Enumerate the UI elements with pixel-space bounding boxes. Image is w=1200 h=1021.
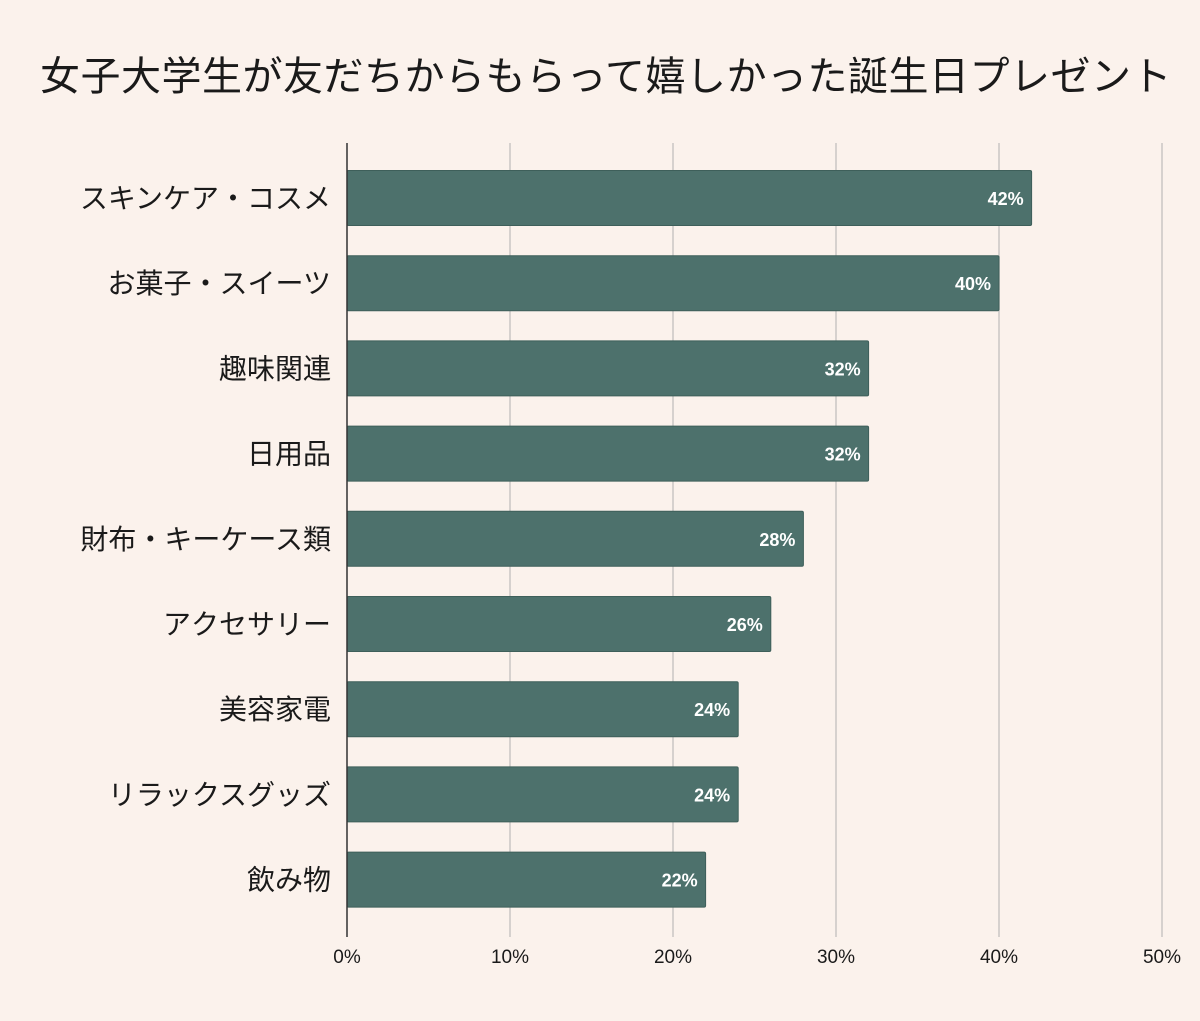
chart-title: 女子大学生が友だちからもらって嬉しかった誕生日プレゼント bbox=[40, 54, 1172, 100]
bar bbox=[346, 681, 739, 738]
bar-value-label: 24% bbox=[694, 700, 730, 720]
category-label: 日用品 bbox=[247, 438, 331, 471]
labels: 0% 10% 20% 30% 40% 50% 42% スキンケア・コスメ 40% お菓子・スイーツ… bbox=[80, 182, 1181, 968]
bar bbox=[346, 766, 739, 823]
bar-value-label: 28% bbox=[759, 530, 795, 550]
bar-value-label: 32% bbox=[825, 445, 861, 465]
x-tick-label: 10% bbox=[491, 947, 529, 968]
bar-value-label: 42% bbox=[988, 189, 1024, 209]
bar bbox=[346, 851, 707, 908]
bar bbox=[346, 596, 772, 652]
bar-value-label: 24% bbox=[694, 785, 730, 805]
category-label: 美容家電 bbox=[219, 693, 331, 726]
category-label: お菓子・スイーツ bbox=[108, 267, 331, 300]
category-label: 財布・キーケース類 bbox=[80, 523, 331, 556]
x-tick-label: 0% bbox=[333, 947, 361, 968]
bar bbox=[346, 340, 870, 397]
bar bbox=[346, 425, 870, 482]
category-label: リラックスグッズ bbox=[108, 778, 331, 811]
bar bbox=[346, 255, 1000, 312]
bar-value-label: 22% bbox=[662, 871, 698, 891]
bar bbox=[346, 170, 1033, 226]
bar-value-label: 26% bbox=[727, 615, 763, 635]
x-tick-label: 30% bbox=[817, 947, 855, 968]
x-tick-label: 50% bbox=[1143, 947, 1181, 968]
x-tick-label: 20% bbox=[654, 947, 692, 968]
category-label: 飲み物 bbox=[247, 864, 331, 897]
x-tick-label: 40% bbox=[980, 947, 1018, 968]
category-label: スキンケア・コスメ bbox=[80, 182, 331, 215]
category-label: 趣味関連 bbox=[219, 352, 331, 385]
category-label: アクセサリー bbox=[163, 608, 331, 641]
bars bbox=[346, 170, 1033, 908]
bar-value-label: 40% bbox=[955, 274, 991, 294]
bar-value-label: 32% bbox=[825, 359, 861, 379]
bar bbox=[346, 510, 804, 567]
